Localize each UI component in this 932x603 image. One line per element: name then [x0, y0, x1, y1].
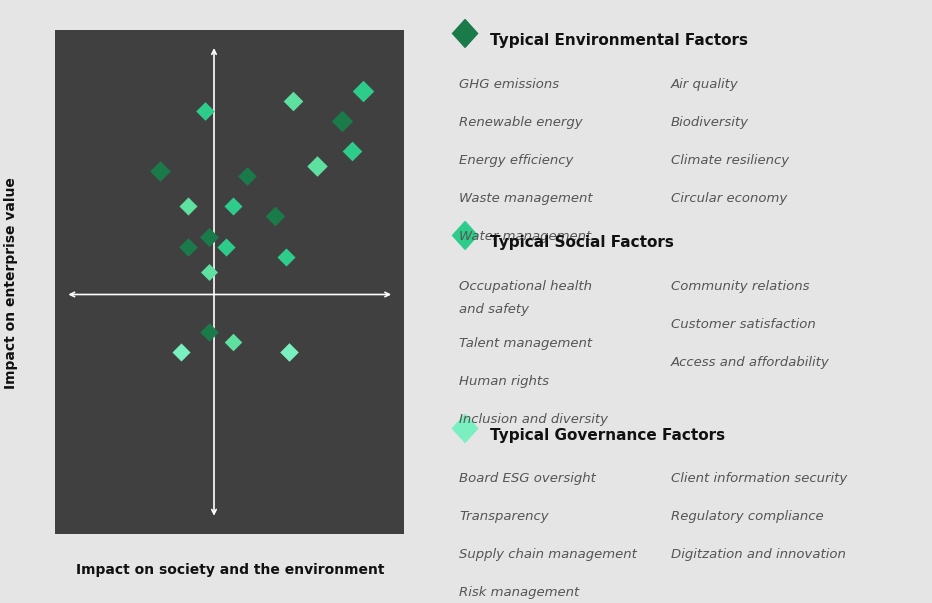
Text: Typical Governance Factors: Typical Governance Factors: [490, 428, 725, 443]
Point: [201, 267, 216, 277]
Point: [219, 242, 234, 251]
Text: Occupational health: Occupational health: [459, 280, 593, 294]
Text: Impact on enterprise value: Impact on enterprise value: [4, 177, 19, 390]
Point: [226, 338, 240, 347]
Point: [309, 161, 324, 171]
Point: [278, 252, 293, 262]
Text: Board ESG oversight: Board ESG oversight: [459, 472, 596, 485]
Point: [173, 347, 188, 357]
Point: [281, 347, 296, 357]
Point: [240, 171, 254, 181]
Text: Inclusion and diversity: Inclusion and diversity: [459, 414, 609, 426]
Text: Circular economy: Circular economy: [671, 192, 788, 206]
Text: Typical Environmental Factors: Typical Environmental Factors: [490, 33, 748, 48]
Point: [181, 242, 196, 251]
Text: Energy efficiency: Energy efficiency: [459, 154, 574, 168]
Text: Access and affordability: Access and affordability: [671, 356, 829, 370]
Text: Renewable energy: Renewable energy: [459, 116, 583, 130]
Text: Water management: Water management: [459, 230, 592, 244]
Text: Biodiversity: Biodiversity: [671, 116, 749, 130]
Text: Regulatory compliance: Regulatory compliance: [671, 510, 824, 523]
Text: Talent management: Talent management: [459, 337, 593, 350]
Polygon shape: [453, 19, 477, 48]
Point: [201, 232, 216, 241]
Point: [267, 212, 282, 221]
Point: [285, 96, 300, 106]
Text: Digitzation and innovation: Digitzation and innovation: [671, 548, 846, 561]
Point: [334, 116, 349, 125]
Polygon shape: [453, 221, 477, 250]
Point: [226, 201, 240, 211]
Text: GHG emissions: GHG emissions: [459, 78, 559, 92]
Point: [198, 106, 212, 116]
Point: [152, 166, 168, 176]
Point: [181, 201, 196, 211]
Text: Supply chain management: Supply chain management: [459, 548, 637, 561]
Point: [201, 327, 216, 337]
Text: Waste management: Waste management: [459, 192, 593, 206]
Text: Transparency: Transparency: [459, 510, 549, 523]
Point: [345, 146, 360, 156]
Text: and safety: and safety: [459, 303, 529, 317]
Text: Climate resiliency: Climate resiliency: [671, 154, 789, 168]
Text: Community relations: Community relations: [671, 280, 810, 294]
Point: [355, 86, 370, 95]
Polygon shape: [453, 414, 477, 443]
Text: Client information security: Client information security: [671, 472, 847, 485]
Text: Risk management: Risk management: [459, 586, 580, 599]
Text: Human rights: Human rights: [459, 375, 550, 388]
Text: Customer satisfaction: Customer satisfaction: [671, 318, 816, 332]
Text: Air quality: Air quality: [671, 78, 739, 92]
Text: Impact on society and the environment: Impact on society and the environment: [75, 563, 385, 577]
Text: Typical Social Factors: Typical Social Factors: [490, 235, 674, 250]
